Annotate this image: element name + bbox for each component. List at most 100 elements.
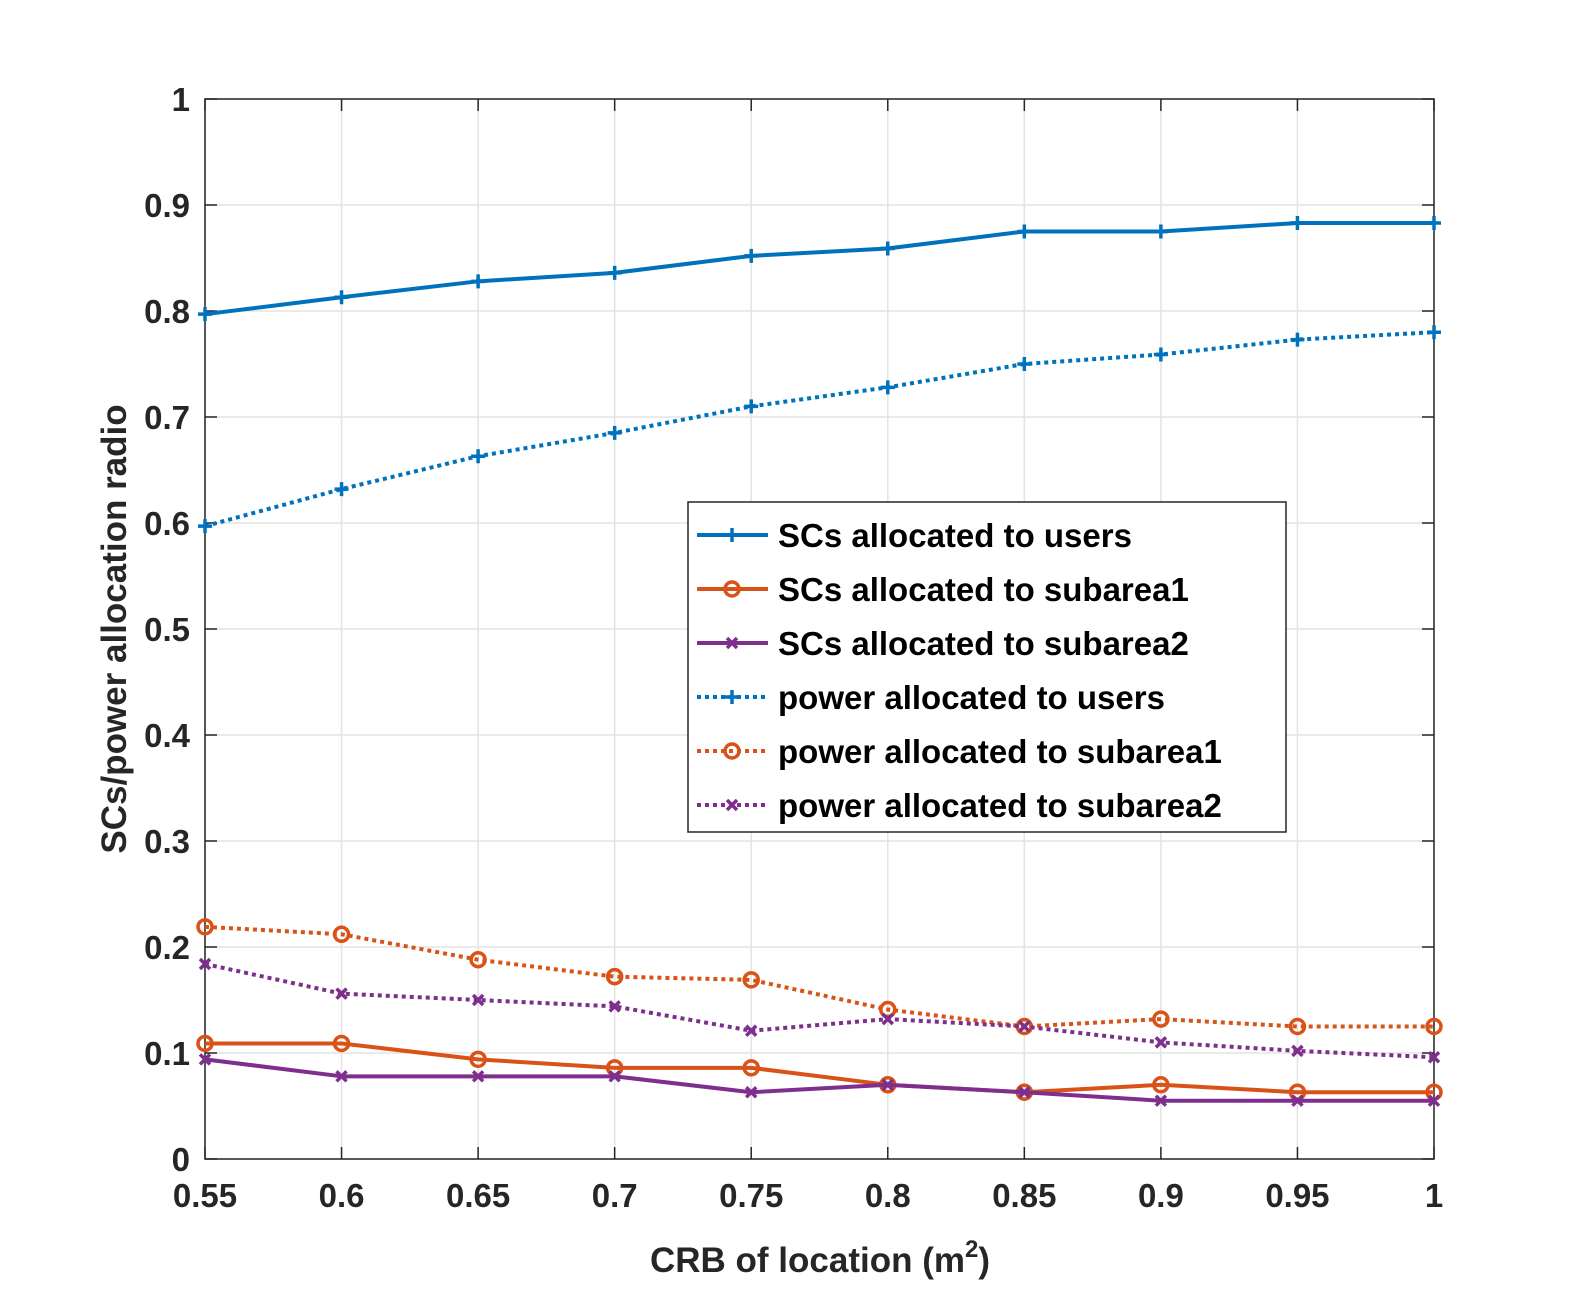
x-tick-label: 0.6 [319,1177,365,1214]
series-2 [196,1034,1443,1101]
data-point [608,1070,621,1083]
y-axis-title: SCs/power allocation radio [95,404,134,853]
data-point [1291,1094,1304,1107]
x-tick-label: 0.85 [992,1177,1056,1214]
data-point [1427,1094,1441,1107]
data-point [334,290,349,305]
y-tick-label: 0.3 [144,823,190,860]
data-point [607,265,622,280]
data-point [879,1000,897,1019]
data-point [1290,332,1305,347]
series-line [205,1041,1434,1095]
legend-box [687,501,1287,833]
x-axis-title-suffix: ) [978,1241,990,1280]
legend-label: SCs allocated to subarea2 [778,625,1189,662]
data-point [335,1070,348,1083]
data-point [196,918,214,936]
series-1 [198,216,1441,322]
data-point [1018,1020,1031,1033]
series-3 [198,1053,1441,1107]
x-tick-label: 0.65 [446,1177,510,1214]
data-point [471,449,486,464]
x-tick-label: 0.75 [719,1177,783,1214]
axis-ticks [204,98,1435,1160]
series-line [204,330,1435,529]
series-line [204,924,1434,1029]
data-point [1017,357,1032,371]
data-point [471,1070,485,1083]
y-tick-label: 0.4 [144,717,191,754]
legend-entry: SCs allocated to subarea2 [697,625,1189,662]
data-point [471,993,485,1007]
data-point [334,482,349,497]
legend-marker [725,798,739,812]
data-point [1154,1094,1168,1107]
data-point [198,957,212,971]
series-line [204,221,1434,317]
data-point [744,248,759,263]
x-tick-label: 0.55 [173,1177,237,1214]
data-point [742,1059,760,1077]
data-point [1152,1076,1170,1094]
legend-marker [723,742,741,760]
data-point [1152,1010,1170,1028]
legend-label: power allocated to users [778,679,1165,716]
data-point [335,987,348,1000]
legend-label: SCs allocated to subarea1 [778,571,1189,608]
legend-entry: power allocated to subarea1 [697,733,1222,770]
y-tick-label: 1 [172,81,190,118]
legend-entry: power allocated to users [697,679,1165,716]
x-axis-title: CRB of location (m2) [650,1236,990,1280]
x-tick-label: 0.95 [1265,1177,1329,1214]
series-group [196,216,1443,1107]
legend-marker [725,636,739,650]
series-6 [198,957,1441,1064]
data-point [1018,1085,1031,1099]
data-point [1427,216,1441,231]
data-point [1427,1051,1441,1064]
data-point [471,274,486,289]
y-tick-label: 0.7 [144,399,190,436]
legend-entry: SCs allocated to subarea1 [697,571,1189,608]
data-point [744,1085,758,1099]
data-point [1427,325,1441,340]
data-point [880,380,895,395]
series-line [204,1057,1434,1103]
y-tick-label: 0.2 [144,929,190,966]
data-point [742,971,760,989]
legend-items: SCs allocated to users SCs allocated to s… [697,517,1222,824]
data-point [607,425,622,440]
data-point [880,241,895,256]
data-point [469,1050,487,1069]
y-tick-label: 0.8 [144,293,190,330]
data-point [1291,1044,1304,1058]
x-axis-title-main: CRB of location (m [650,1241,965,1280]
legend-marker [725,690,739,704]
legend-label: power allocated to subarea1 [778,733,1222,770]
data-point [1154,1036,1168,1049]
data-point [1017,224,1032,239]
data-point [881,1078,895,1092]
data-point [332,1034,351,1053]
legend-entry: power allocated to subarea2 [697,787,1222,824]
data-point [198,307,212,322]
legend: SCs allocated to users SCs allocated to s… [687,501,1287,833]
data-point [196,1034,214,1053]
series-4 [198,325,1441,534]
y-tick-label: 0 [172,1141,190,1178]
data-point [332,925,351,944]
x-tick-labels: 0.55 0.6 0.65 0.7 0.75 0.8 0.85 0.9 0.95 1 [173,1177,1443,1214]
y-tick-labels: 0 0.1 0.2 0.3 0.4 0.5 0.6 0.7 0.8 0.9 1 [144,81,191,1178]
data-point [881,1012,895,1026]
x-axis-title-superscript: 2 [965,1236,978,1263]
legend-label: power allocated to subarea2 [778,787,1222,824]
y-tick-label: 0.9 [144,187,190,224]
legend-entry: SCs allocated to users [697,517,1132,554]
data-point [744,399,759,414]
data-point [608,1000,621,1013]
data-point [1288,1017,1307,1036]
data-point [198,1053,212,1066]
x-tick-label: 1 [1425,1177,1443,1214]
y-tick-label: 0.6 [144,505,190,542]
